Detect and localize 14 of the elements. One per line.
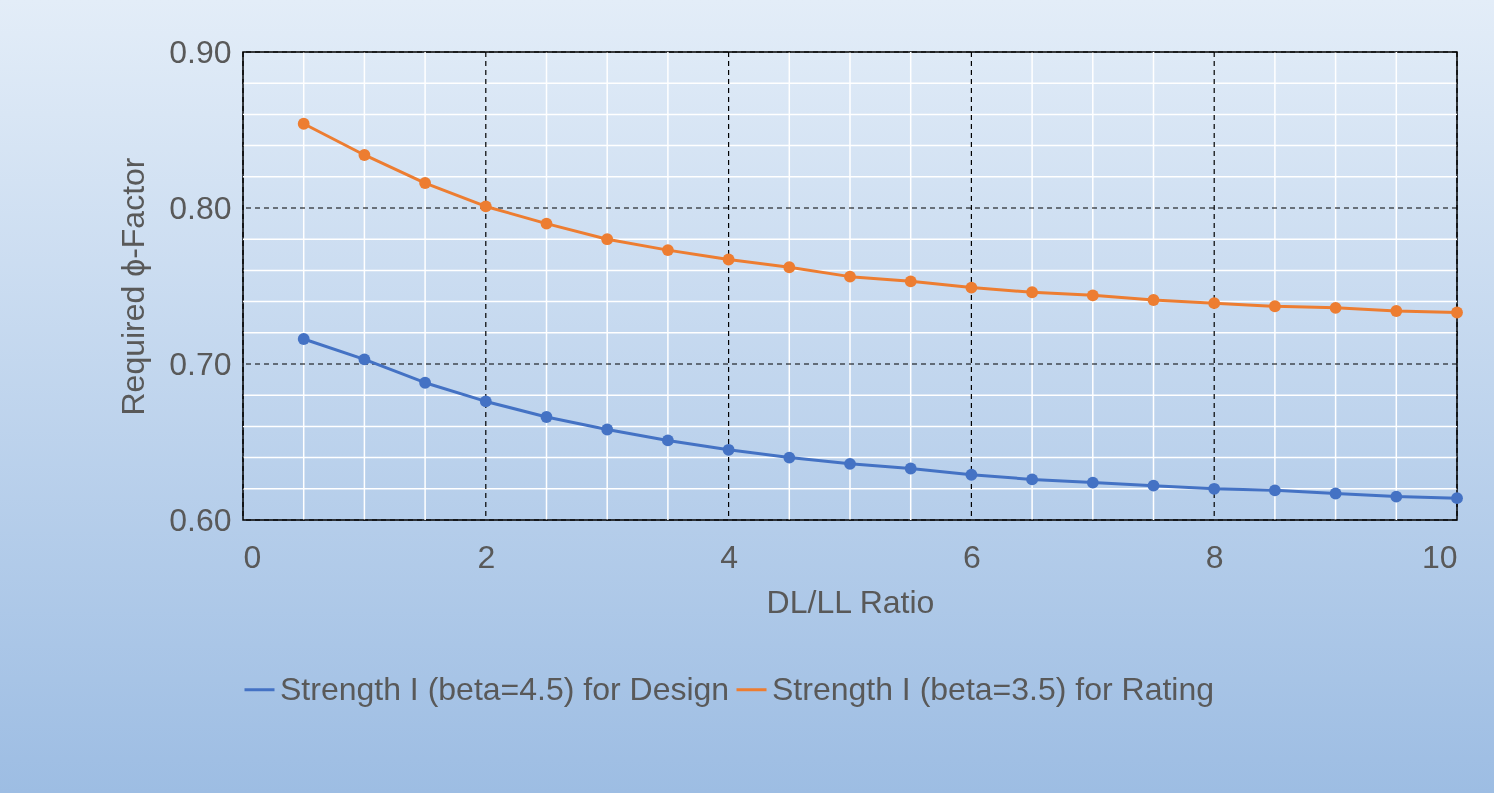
x-tick-label: 0 bbox=[243, 538, 262, 575]
x-tick-label: 4 bbox=[720, 538, 738, 575]
x-tick-label: 6 bbox=[963, 538, 981, 575]
x-tick-label: 2 bbox=[477, 538, 496, 575]
legend-label: Strength I (beta=4.5) for Design bbox=[280, 670, 730, 707]
y-tick-label: 0.80 bbox=[169, 189, 232, 226]
legend-label: Strength I (beta=3.5) for Rating bbox=[772, 670, 1215, 707]
y-tick-label: 0.60 bbox=[169, 501, 232, 538]
y-tick-label: 0.70 bbox=[169, 345, 232, 382]
x-tick-label: 8 bbox=[1205, 538, 1224, 575]
x-tick-label: 10 bbox=[1421, 538, 1458, 575]
y-tick-label: 0.90 bbox=[169, 33, 232, 70]
x-axis-title: DL/LL Ratio bbox=[766, 583, 935, 620]
y-axis-title: Required ϕ-Factor bbox=[115, 157, 152, 416]
